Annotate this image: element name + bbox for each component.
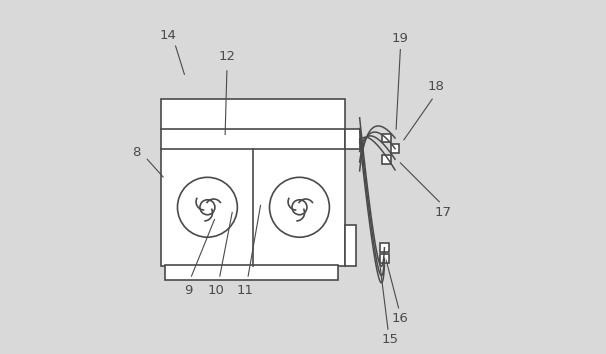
Bar — [165, 266, 338, 280]
Text: 15: 15 — [381, 333, 398, 346]
Bar — [380, 244, 389, 252]
Bar — [391, 144, 399, 153]
Text: 16: 16 — [392, 312, 409, 325]
Text: 8: 8 — [133, 146, 141, 159]
Bar — [382, 155, 391, 164]
Bar — [382, 133, 391, 142]
Bar — [161, 99, 345, 266]
Text: 11: 11 — [236, 284, 253, 297]
Text: 17: 17 — [435, 206, 451, 219]
Text: 18: 18 — [427, 80, 444, 93]
Bar — [380, 254, 389, 263]
Text: 10: 10 — [208, 284, 225, 297]
Text: 19: 19 — [392, 33, 409, 45]
Bar — [345, 225, 356, 266]
Text: 12: 12 — [218, 50, 235, 63]
Bar — [345, 129, 359, 149]
Text: 9: 9 — [184, 284, 192, 297]
Text: 14: 14 — [160, 29, 177, 42]
